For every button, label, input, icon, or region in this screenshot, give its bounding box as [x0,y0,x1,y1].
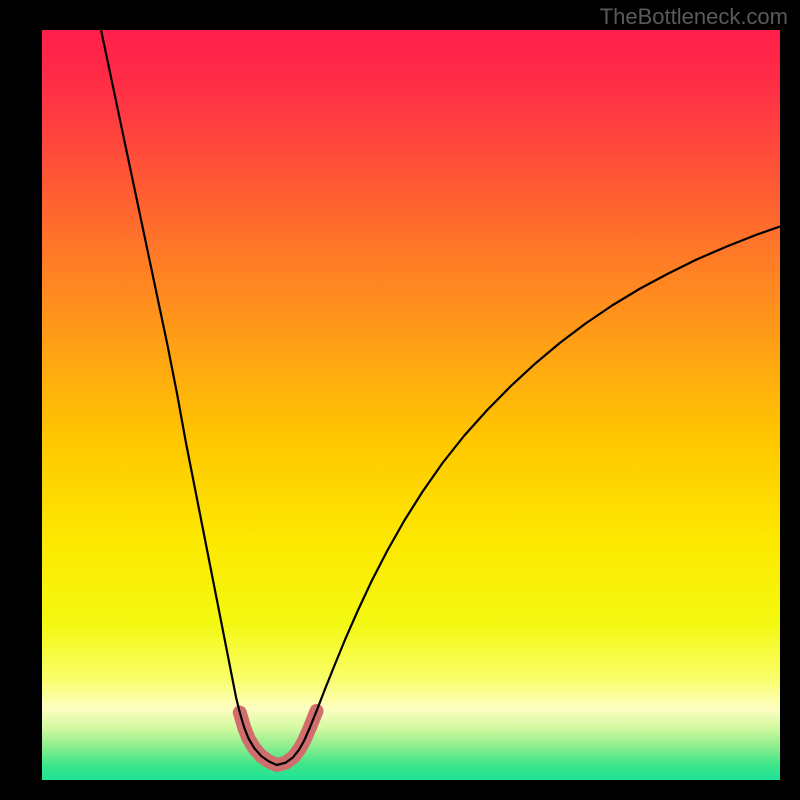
chart-container: TheBottleneck.com [0,0,800,800]
gradient-background [42,30,780,780]
bottleneck-chart [0,0,800,800]
watermark-text: TheBottleneck.com [600,4,788,30]
